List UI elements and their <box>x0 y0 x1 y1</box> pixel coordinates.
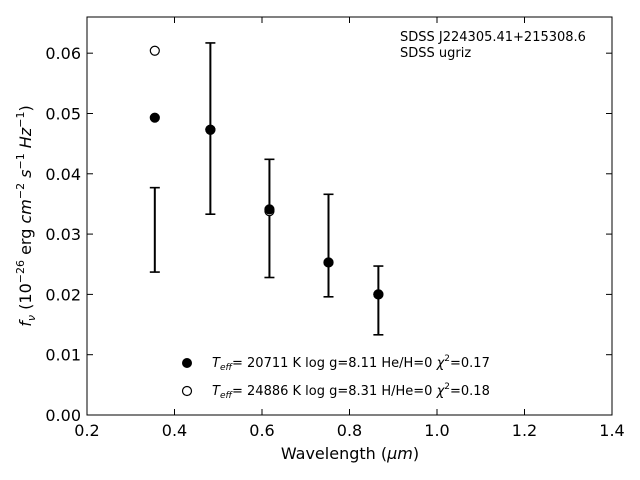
x-tick-label: 0.8 <box>337 421 362 440</box>
axis-ticks: 0.2 0.4 0.6 0.8 1.0 1.2 1.4 0.00 0.01 0.02 0.03 0.0… <box>45 17 625 440</box>
model-point-filled <box>205 124 216 135</box>
legend-marker-open <box>181 385 193 397</box>
y-tick-label: 0.03 <box>45 225 81 244</box>
x-tick-label: 0.6 <box>249 421 274 440</box>
model-point-filled <box>149 112 160 123</box>
y-tick-label: 0.06 <box>45 44 81 63</box>
legend: Teff= 20711 K log g=8.11 He/H=0 χ2=0.17 … <box>181 354 490 401</box>
legend-marker-filled <box>182 358 192 368</box>
model-points <box>149 45 384 300</box>
model-point-filled <box>373 289 384 300</box>
x-tick-label: 1.4 <box>599 421 624 440</box>
annotation-filters: SDSS ugriz <box>400 46 471 61</box>
y-tick-label: 0.02 <box>45 285 81 304</box>
legend-entry-2: Teff= 24886 K log g=8.31 H/He=0 χ2=0.18 <box>212 382 490 401</box>
model-point-filled <box>323 257 334 268</box>
legend-entry-1: Teff= 20711 K log g=8.11 He/H=0 χ2=0.17 <box>212 354 490 373</box>
x-tick-label: 0.4 <box>162 421 187 440</box>
y-tick-label: 0.04 <box>45 165 81 184</box>
observed-errorbars <box>149 42 384 336</box>
annotation-object: SDSS J224305.41+215308.6 <box>400 30 586 45</box>
y-tick-label: 0.00 <box>45 406 81 425</box>
x-tick-label: 1.2 <box>512 421 537 440</box>
y-tick-label: 0.05 <box>45 104 81 123</box>
x-tick-label: 1.0 <box>424 421 449 440</box>
x-axis-label: Wavelength (μm) <box>281 444 419 463</box>
model-point-open <box>149 45 160 56</box>
x-tick-label: 0.2 <box>74 421 99 440</box>
y-tick-label: 0.01 <box>45 346 81 365</box>
model-point-filled <box>264 204 275 215</box>
y-axis-label: fν (10−26 erg cm−2 s−1 Hz−1) <box>14 105 38 326</box>
